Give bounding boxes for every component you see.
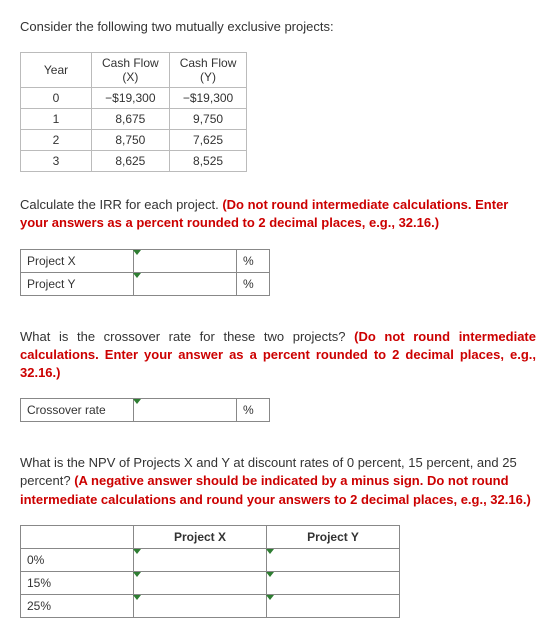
question-crossover: What is the crossover rate for these two…: [20, 328, 536, 423]
npv-input-0x[interactable]: [134, 548, 267, 571]
cf-cell: 8,750: [92, 130, 170, 151]
npv-row-25: 25%: [21, 594, 134, 617]
crossover-label: Crossover rate: [21, 399, 134, 422]
question-irr: Calculate the IRR for each project. (Do …: [20, 196, 536, 295]
intro-text: Consider the following two mutually excl…: [20, 18, 536, 36]
cf-cell: 8,675: [92, 109, 170, 130]
npv-input-0y[interactable]: [267, 548, 400, 571]
cf-cell: 3: [21, 151, 92, 172]
irr-label-x: Project X: [21, 249, 134, 272]
input-marker-icon: [133, 572, 141, 577]
input-marker-icon: [133, 595, 141, 600]
cf-cell: 1: [21, 109, 92, 130]
question-npv: What is the NPV of Projects X and Y at d…: [20, 454, 536, 618]
npv-input-15y[interactable]: [267, 571, 400, 594]
cf-header-x: Cash Flow(X): [92, 53, 170, 88]
q3-red: (A negative answer should be indicated b…: [20, 473, 531, 506]
npv-input-15x[interactable]: [134, 571, 267, 594]
input-marker-icon: [133, 549, 141, 554]
input-marker-icon: [133, 273, 141, 278]
npv-row-15: 15%: [21, 571, 134, 594]
npv-blank-header: [21, 525, 134, 548]
input-marker-icon: [266, 549, 274, 554]
cf-cell: 8,525: [169, 151, 247, 172]
npv-row-0: 0%: [21, 548, 134, 571]
cf-cell: 9,750: [169, 109, 247, 130]
cf-cell: 0: [21, 88, 92, 109]
cf-cell: 2: [21, 130, 92, 151]
input-marker-icon: [133, 250, 141, 255]
irr-unit-x: %: [237, 249, 270, 272]
input-marker-icon: [266, 595, 274, 600]
input-marker-icon: [133, 399, 141, 404]
q2-lead: What is the crossover rate for these two…: [20, 329, 354, 344]
npv-input-25x[interactable]: [134, 594, 267, 617]
irr-input-x[interactable]: [134, 249, 237, 272]
crossover-input[interactable]: [134, 399, 237, 422]
q1-lead: Calculate the IRR for each project.: [20, 197, 222, 212]
crossover-unit: %: [237, 399, 270, 422]
irr-unit-y: %: [237, 272, 270, 295]
cf-cell: −$19,300: [92, 88, 170, 109]
irr-label-y: Project Y: [21, 272, 134, 295]
cashflow-table: Year Cash Flow(X) Cash Flow(Y) 0 −$19,30…: [20, 52, 247, 172]
npv-header-x: Project X: [134, 525, 267, 548]
cf-cell: −$19,300: [169, 88, 247, 109]
irr-input-y[interactable]: [134, 272, 237, 295]
npv-header-y: Project Y: [267, 525, 400, 548]
npv-table: Project X Project Y 0% 15% 25%: [20, 525, 400, 618]
irr-answer-table: Project X % Project Y %: [20, 249, 270, 296]
cf-cell: 7,625: [169, 130, 247, 151]
input-marker-icon: [266, 572, 274, 577]
cf-header-y: Cash Flow(Y): [169, 53, 247, 88]
crossover-answer-table: Crossover rate %: [20, 398, 270, 422]
cf-cell: 8,625: [92, 151, 170, 172]
cf-header-year: Year: [21, 53, 92, 88]
npv-input-25y[interactable]: [267, 594, 400, 617]
